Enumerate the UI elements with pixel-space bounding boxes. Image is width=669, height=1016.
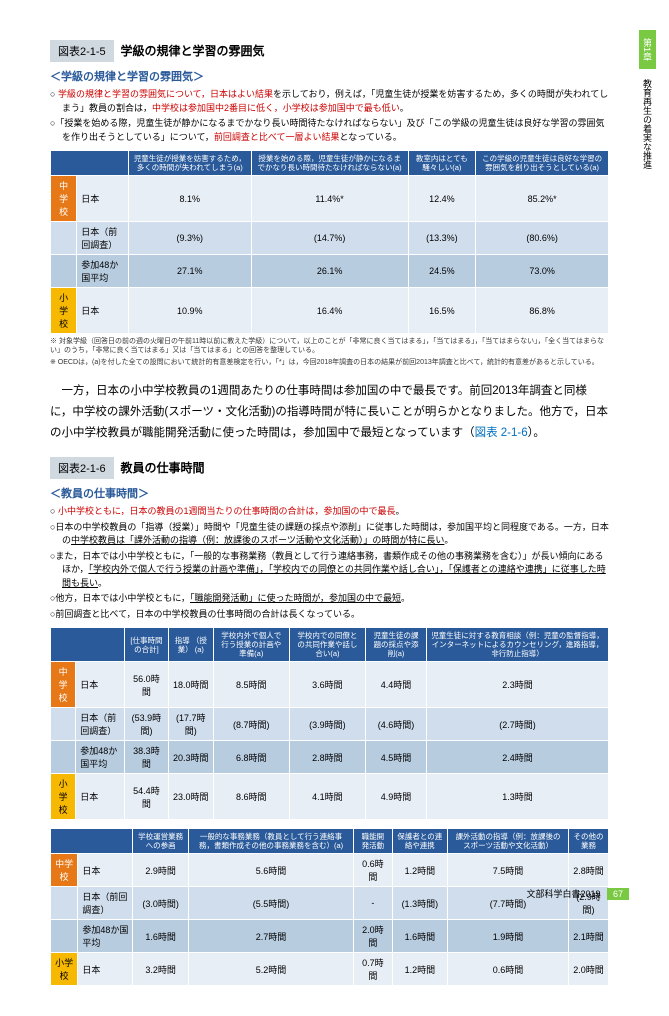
bullet: ○ 小中学校ともに，日本の教員の1週間当たりの仕事時間の合計は，参加国の中で最長… (50, 505, 609, 519)
chapter-title: 教育再生の着実な推進 (639, 73, 656, 175)
bullet: ○また，日本では小中学校ともに，「一般的な事務業務（教員として行う連絡事務，書類… (50, 550, 609, 591)
bullet: ○他方，日本では小中学校ともに，「職能開発活動」に使った時間が，参加国の中で最短… (50, 592, 609, 606)
footer: 文部科学白書2019 67 (526, 887, 629, 900)
section-header: ＜教員の仕事時間＞ (50, 485, 609, 501)
figure-215: 図表2-1-5 学級の規律と学習の雰囲気 ＜学級の規律と学習の雰囲気＞ ○ 学級… (50, 40, 609, 367)
table-row: 中学校日本8.1%11.4%*12.4%85.2%* (51, 176, 609, 222)
side-tab: 第1章 教育再生の着実な推進 (639, 30, 661, 175)
table-216a: [仕事時間の合計]指導 （授業） (a)学校内外で個人で行う授業の計画や準備(a… (50, 627, 609, 820)
section-header: ＜学級の規律と学習の雰囲気＞ (50, 68, 609, 84)
table-216b: 学校運営業務への参画一般的な事務業務（教員として行う連絡事務，書類作成その他の事… (50, 828, 609, 986)
table-row: 日本（前回調査）(9.3%)(14.7%)(13.3%)(80.6%) (51, 222, 609, 255)
chapter-tab: 第1章 (639, 30, 656, 69)
table-row: 日本（前回調査）(3.0時間)(5.5時間)-(1.3時間)(7.7時間)(2.… (51, 887, 609, 920)
table-row: 中学校日本56.0時間18.0時間8.5時間3.6時間4.4時間2.3時間 (51, 662, 609, 708)
table-215: 児童生徒が授業を妨害するため，多くの時間が失われてしまう(a)授業を始める際，児… (50, 150, 609, 334)
table-row: 中学校日本2.9時間5.6時間0.6時間1.2時間7.5時間2.8時間 (51, 854, 609, 887)
footer-text: 文部科学白書2019 (526, 889, 600, 899)
body-paragraph: 一方，日本の小中学校教員の1週間あたりの仕事時間は参加国の中で最長です。前回20… (50, 381, 609, 443)
bullet: ○前回調査と比べて，日本の中学校教員の仕事時間の合計は長くなっている。 (50, 608, 609, 622)
bullet: ○ 学級の規律と学習の雰囲気について，日本はよい結果を示しており，例えば，「児童… (50, 88, 609, 115)
table-row: 小学校日本54.4時間23.0時間8.6時間4.1時間4.9時間1.3時間 (51, 774, 609, 820)
fig-link: 図表 2-1-6 (475, 427, 528, 439)
bullet: ○日本の中学校教員の「指導（授業）」時間や「児童生徒の課題の採点や添削」に従事し… (50, 521, 609, 548)
fig-title: 学級の規律と学習の雰囲気 (120, 44, 264, 58)
fig-label: 図表2-1-6 (50, 457, 114, 479)
table-row: 参加48か国平均27.1%26.1%24.5%73.0% (51, 255, 609, 288)
table-row: 日本（前回調査）(53.9時間)(17.7時間)(8.7時間)(3.9時間)(4… (51, 708, 609, 741)
table-row: 参加48か国平均38.3時間20.3時間6.8時間2.8時間4.5時間2.4時間 (51, 741, 609, 774)
page-number: 67 (607, 888, 629, 900)
table-row: 小学校日本3.2時間5.2時間0.7時間1.2時間0.6時間2.0時間 (51, 953, 609, 986)
figure-216: 図表2-1-6 教員の仕事時間 ＜教員の仕事時間＞ ○ 小中学校ともに，日本の教… (50, 457, 609, 986)
fig-label: 図表2-1-5 (50, 40, 114, 62)
table-row: 参加48か国平均1.6時間2.7時間2.0時間1.6時間1.9時間2.1時間 (51, 920, 609, 953)
fig-title: 教員の仕事時間 (120, 461, 204, 475)
table-note: ※ OECDは，(a)を付した全ての設問において統計的有意差検定を行い，「*」は… (50, 358, 609, 367)
table-note: ※ 対象学級（回答日の前の週の火曜日の午前11時以前に教えた学級）について，以上… (50, 337, 609, 355)
bullet: ○「授業を始める際，児童生徒が静かになるまでかなり長い時間待たなければならない」… (50, 117, 609, 144)
table-row: 小学校日本10.9%16.4%16.5%86.8% (51, 288, 609, 334)
